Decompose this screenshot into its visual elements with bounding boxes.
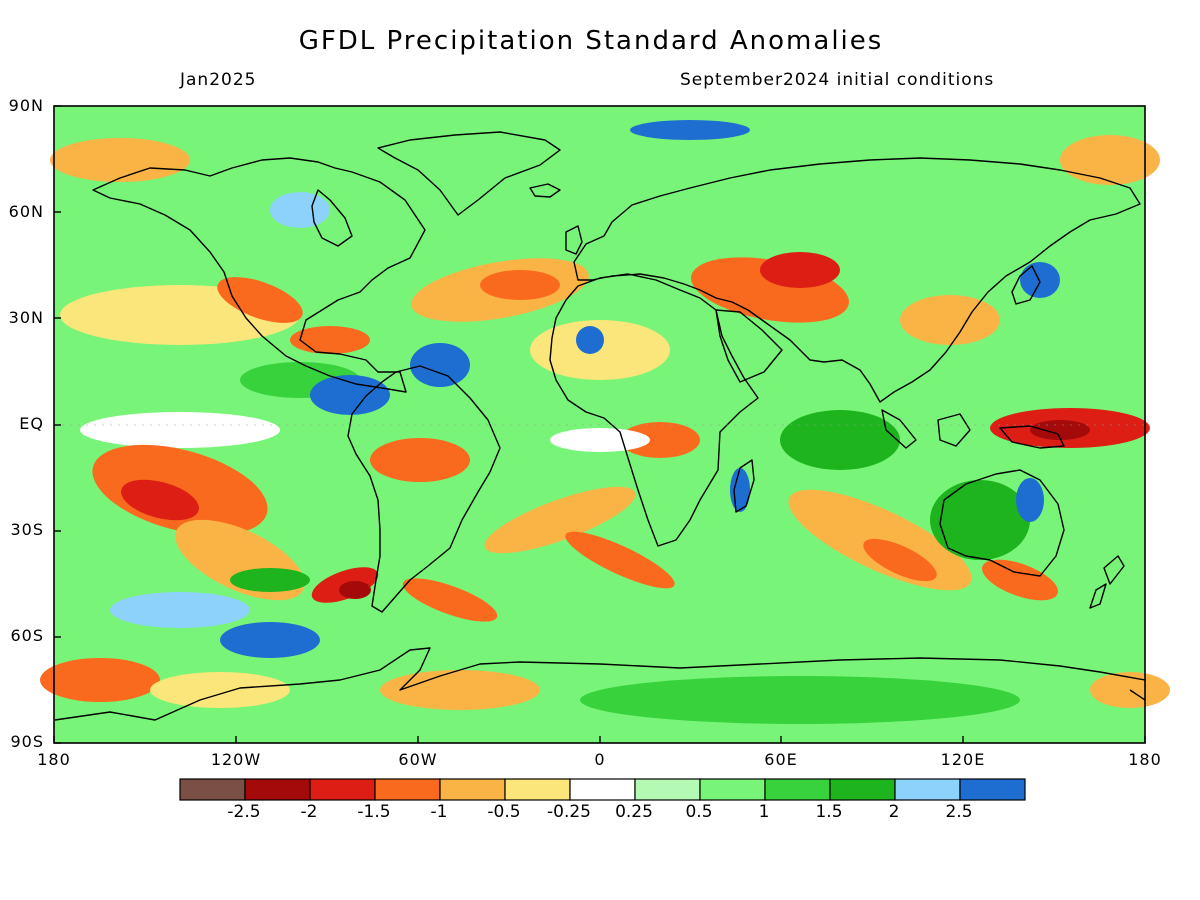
coast-british-isles [565, 225, 583, 255]
anomaly-region [80, 412, 280, 448]
colorbar-label: 0.5 [685, 802, 713, 822]
anomaly-region [370, 438, 470, 482]
anomaly-region [50, 138, 190, 182]
lat-label-30n: 30N [8, 308, 44, 327]
anomaly-region [410, 343, 470, 387]
initial-conditions-label: September2024 initial conditions [680, 70, 995, 90]
anomaly-region [1030, 420, 1090, 440]
coast-new-zealand [1089, 555, 1125, 609]
anomaly-region [484, 486, 636, 554]
coast-australia [939, 469, 1065, 577]
anomaly-field-layer [40, 106, 1170, 743]
lat-label-90s: 90S [10, 732, 44, 751]
colorbar-label: -1.5 [357, 802, 391, 822]
anomaly-region [1016, 478, 1044, 522]
anomaly-region [1020, 262, 1060, 298]
coast-south-america [347, 365, 501, 613]
anomaly-region [576, 326, 604, 354]
lon-label-180w: 180 [37, 750, 71, 769]
colorbar-label: -1 [430, 802, 448, 822]
anomaly-region [230, 568, 310, 592]
anomaly-region [480, 270, 560, 300]
anomaly-region [900, 295, 1000, 345]
anomaly-region [380, 670, 540, 710]
coast-japan [1011, 265, 1041, 305]
coast-north-america [92, 157, 426, 393]
colorbar-label: -0.5 [487, 802, 521, 822]
anomaly-region [530, 320, 670, 380]
lon-label-0: 0 [594, 750, 606, 769]
anomaly-region [863, 538, 937, 582]
colorbar-label: 0.25 [615, 802, 653, 822]
anomaly-region [402, 578, 498, 622]
forecast-month: Jan2025 [180, 70, 257, 90]
coast-iceland [529, 183, 561, 198]
lat-label-eq: EQ [19, 414, 44, 433]
anomaly-region [217, 277, 303, 323]
colorbar-label: 1 [758, 802, 770, 822]
colorbar-label: 2.5 [945, 802, 973, 822]
colorbar-label: 2 [888, 802, 900, 822]
anomaly-region [620, 422, 700, 458]
coast-new-guinea [999, 425, 1065, 449]
anomaly-region [150, 672, 290, 708]
lat-label-30s: 30S [10, 520, 44, 539]
lon-label-60e: 60E [764, 750, 798, 769]
colorbar-label: -2.5 [227, 802, 261, 822]
coast-sumatra [881, 409, 917, 449]
coast-greenland [377, 131, 561, 216]
coast-eurasia-africa [549, 157, 1141, 547]
coast-antarctica [54, 647, 1146, 721]
lon-label-120e: 120E [940, 750, 986, 769]
lon-label-180e: 180 [1128, 750, 1162, 769]
anomaly-region [550, 428, 650, 452]
anomaly-region [121, 479, 199, 521]
lat-label-90n: 90N [8, 96, 44, 115]
lat-label-60n: 60N [8, 202, 44, 221]
anomaly-region [760, 252, 840, 288]
coast-arabia [715, 309, 783, 383]
axis-ticks [53, 105, 1146, 744]
anomaly-region [310, 375, 390, 415]
anomaly-region [930, 480, 1030, 560]
anomaly-region [339, 581, 371, 599]
colorbar-label: -2 [300, 802, 318, 822]
lon-label-60w: 60W [398, 750, 438, 769]
lon-label-120w: 120W [210, 750, 262, 769]
coast-borneo [937, 413, 971, 447]
coast-hudson-bay [311, 189, 353, 247]
colorbar-label: -0.25 [547, 802, 591, 822]
map-title: GFDL Precipitation Standard Anomalies [298, 26, 884, 56]
anomaly-region [220, 622, 320, 658]
coastline-layer [54, 131, 1146, 721]
coast-madagascar [733, 459, 755, 513]
anomaly-region [110, 592, 250, 628]
anomaly-region [270, 192, 330, 228]
colorbar-label: 1.5 [815, 802, 843, 822]
anomaly-region [1060, 135, 1160, 185]
lat-label-60s: 60S [10, 626, 44, 645]
anomaly-region [290, 326, 370, 354]
anomaly-region [780, 410, 900, 470]
anomaly-region [730, 468, 750, 512]
anomaly-region [565, 531, 675, 589]
anomaly-region [630, 120, 750, 140]
anomaly-region [580, 676, 1020, 724]
anomaly-region [982, 559, 1058, 601]
anomaly-region [40, 658, 160, 702]
